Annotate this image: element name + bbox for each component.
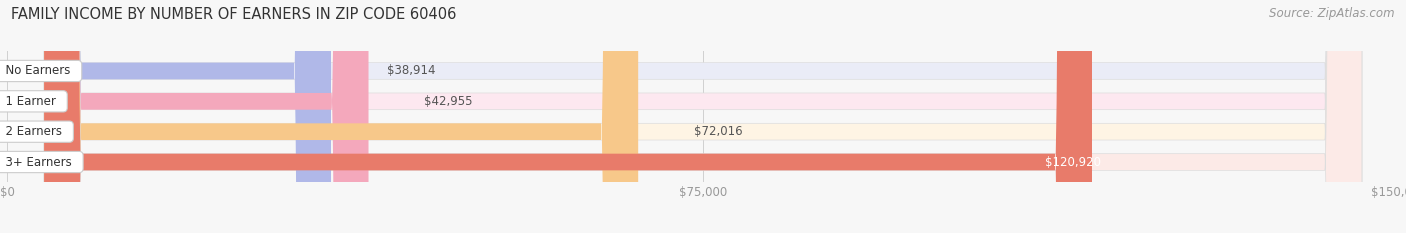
FancyBboxPatch shape bbox=[44, 0, 1362, 233]
Text: FAMILY INCOME BY NUMBER OF EARNERS IN ZIP CODE 60406: FAMILY INCOME BY NUMBER OF EARNERS IN ZI… bbox=[11, 7, 457, 22]
FancyBboxPatch shape bbox=[44, 0, 1362, 233]
Text: No Earners: No Earners bbox=[0, 65, 77, 78]
Text: 1 Earner: 1 Earner bbox=[0, 95, 63, 108]
Text: $72,016: $72,016 bbox=[695, 125, 742, 138]
FancyBboxPatch shape bbox=[44, 0, 1362, 233]
Text: $42,955: $42,955 bbox=[425, 95, 472, 108]
Text: $120,920: $120,920 bbox=[1045, 155, 1101, 168]
Text: 2 Earners: 2 Earners bbox=[0, 125, 69, 138]
Text: Source: ZipAtlas.com: Source: ZipAtlas.com bbox=[1270, 7, 1395, 20]
FancyBboxPatch shape bbox=[44, 0, 1362, 233]
FancyBboxPatch shape bbox=[44, 0, 330, 233]
FancyBboxPatch shape bbox=[44, 0, 368, 233]
Text: 3+ Earners: 3+ Earners bbox=[0, 155, 79, 168]
FancyBboxPatch shape bbox=[44, 0, 638, 233]
FancyBboxPatch shape bbox=[44, 0, 1092, 233]
Text: $38,914: $38,914 bbox=[387, 65, 436, 78]
